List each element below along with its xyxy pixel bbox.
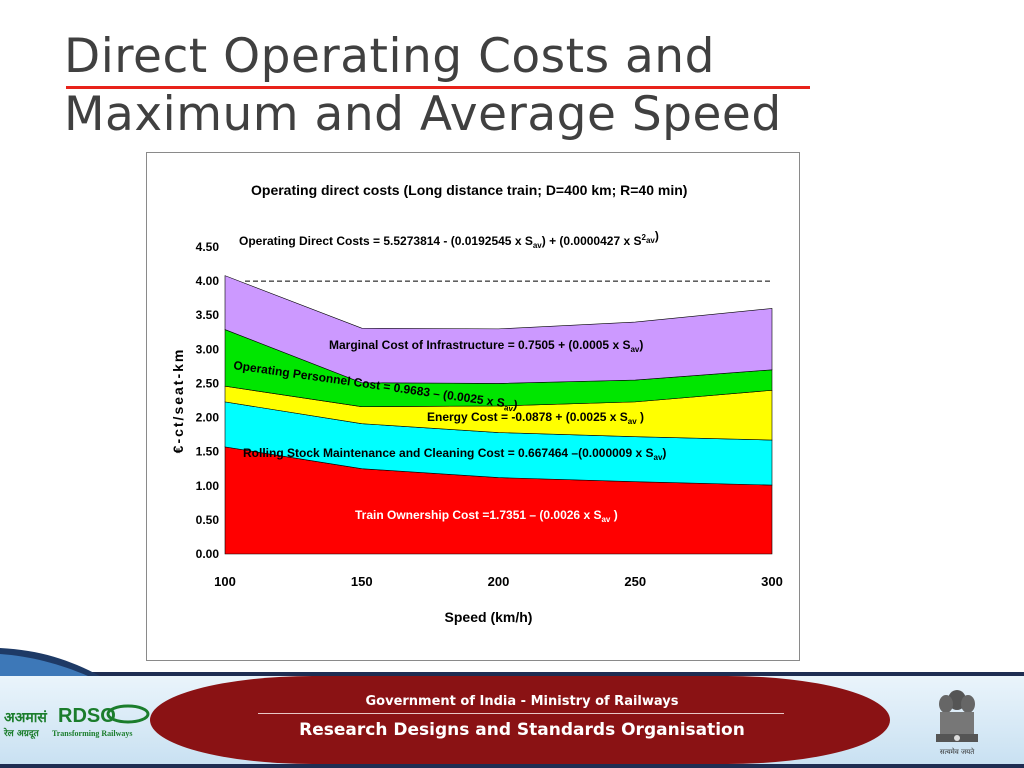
rdso-logo-tagline-hindi: रेल अग्रदूत: [3, 727, 40, 739]
y-tick-label: 0.50: [196, 513, 220, 527]
swoosh-decoration: [0, 648, 100, 676]
rdso-logo-text: RDSO: [58, 705, 116, 727]
x-tick-label: 250: [624, 574, 646, 589]
x-tick-label: 200: [488, 574, 510, 589]
rdso-logo-mark: [106, 704, 150, 724]
y-tick-label: 3.00: [196, 342, 220, 356]
y-tick-label: 1.00: [196, 479, 220, 493]
y-tick-label: 1.50: [196, 445, 220, 459]
footer-divider: [258, 713, 784, 714]
national-emblem-icon: सत्यमेव जयते: [936, 690, 978, 756]
x-tick-label: 300: [761, 574, 783, 589]
slide-title-line1: Direct Operating Costs and: [64, 29, 715, 84]
area-marginal-cost-of-infrastructure: [224, 275, 773, 384]
rdso-logo: अअमासं RDSO रेल अग्रदूत Transforming Rai…: [3, 704, 150, 739]
series-label-rolling-stock-maintenance-and-cleaning-cost: Rolling Stock Maintenance and Cleaning C…: [243, 446, 666, 462]
chart-formula: Operating Direct Costs = 5.5273814 - (0.…: [239, 229, 659, 250]
emblem-caption: सत्यमेव जयते: [940, 747, 975, 756]
rdso-logo-hindi: अअमासं: [4, 710, 47, 726]
x-tick-label: 100: [214, 574, 236, 589]
slide-title: Direct Operating Costs and Maximum and A…: [64, 28, 824, 144]
x-axis-label: Speed (km/h): [445, 609, 533, 625]
rdso-logo-tagline: Transforming Railways: [52, 729, 133, 738]
slide-title-line2: Maximum and Average Speed: [64, 87, 782, 142]
y-tick-label: 4.00: [196, 274, 220, 288]
series-label-marginal-cost-of-infrastructure: Marginal Cost of Infrastructure = 0.7505…: [329, 338, 643, 354]
x-tick-label: 150: [351, 574, 373, 589]
footer-red-band: [150, 676, 890, 764]
series-label-energy-cost: Energy Cost = -0.0878 + (0.0025 x Sav ): [427, 410, 644, 426]
y-tick-label: 0.00: [196, 547, 220, 561]
y-axis-label: €-ct/seat-km: [170, 348, 186, 454]
stacked-area-chart: 0.00 0.50 1.00 1.50 2.00 2.50 3.00 3.50 4.00 4.50…: [170, 182, 783, 625]
y-tick-label: 2.50: [196, 376, 220, 390]
chart-frame: 0.00 0.50 1.00 1.50 2.00 2.50 3.00 3.50 4.00 4.50…: [146, 152, 800, 661]
title-underline: [66, 86, 810, 89]
footer-ministry-text: Government of India - Ministry of Railwa…: [365, 694, 679, 709]
chart-axes: 0.00 0.50 1.00 1.50 2.00 2.50 3.00 3.50 4.00 4.50…: [170, 240, 783, 625]
chart-areas: [224, 275, 773, 555]
footer-organisation-text: Research Designs and Standards Organisat…: [299, 720, 745, 740]
y-tick-label: 3.50: [196, 308, 220, 322]
series-label-train-ownership-cost: Train Ownership Cost =1.7351 – (0.0026 x…: [355, 508, 618, 524]
chart-title: Operating direct costs (Long distance tr…: [251, 182, 687, 198]
y-tick-label: 4.50: [196, 240, 220, 254]
y-tick-label: 2.00: [196, 411, 220, 425]
